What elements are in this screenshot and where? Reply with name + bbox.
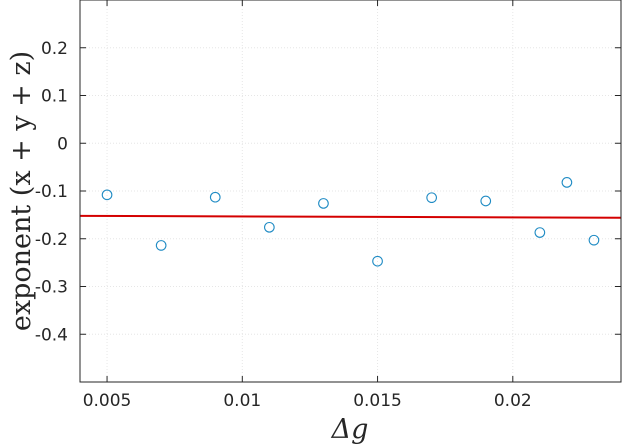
data-point [588,234,600,246]
data-point [101,189,113,201]
data-point [426,192,438,204]
y-tick-label: -0.2 [35,230,68,250]
data-point [372,255,383,267]
y-tick-label: -0.1 [35,182,68,202]
data-point [534,227,546,238]
fit-line [79,214,622,219]
plot-area [79,177,622,267]
data-point [561,177,573,188]
grid-lines [80,0,621,382]
y-tick-label: 0 [57,134,68,154]
data-point [209,191,221,203]
x-axis-ticks: 0.005 0.01 0.015 0.02 [83,0,532,411]
x-tick-label: 0.005 [83,391,132,411]
data-point [480,195,492,207]
data-point [155,240,167,251]
y-tick-label: 0.2 [41,39,68,59]
x-axis-label: Δg [331,414,369,445]
data-point [264,221,275,233]
y-tick-label: 0.1 [41,87,68,107]
y-axis-ticks: 0.2 0.1 0 -0.1 -0.2 -0.3 -0.4 [35,39,621,345]
x-tick-label: 0.01 [223,391,261,411]
y-axis-label: exponent (x + y + z) [6,51,37,331]
x-tick-label: 0.02 [494,391,532,411]
x-tick-label: 0.015 [353,391,402,411]
y-tick-label: -0.4 [35,325,68,345]
y-tick-label: -0.3 [35,278,68,298]
data-point [318,198,329,209]
